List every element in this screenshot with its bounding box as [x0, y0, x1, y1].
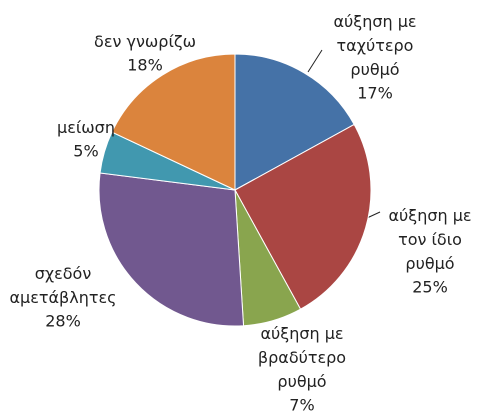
pie-slice [234, 123, 372, 310]
data-label: αύξηση με τον ίδιο ρυθμό 25% [388, 206, 471, 297]
value-label: 28% [45, 312, 81, 331]
value-label: 18% [127, 56, 163, 75]
data-label: δεν γνωρίζω 18% [94, 32, 196, 75]
pie-slice [111, 53, 236, 191]
value-label: 17% [357, 84, 393, 103]
pie-slice [98, 172, 245, 327]
leader-line [366, 211, 381, 219]
pie-slice [234, 53, 355, 191]
leader-line [307, 49, 323, 73]
data-label: μείωση 5% [57, 118, 115, 161]
category-label: αύξηση με ταχύτερο ρυθμό [333, 12, 416, 79]
category-label: μείωση [57, 118, 115, 137]
value-label: 5% [73, 142, 98, 161]
value-label: 7% [289, 396, 314, 415]
data-label: αύξηση με ταχύτερο ρυθμό 17% [333, 12, 416, 103]
category-label: σχεδόν αμετάβλητες [9, 264, 116, 307]
category-label: αύξηση με βραδύτερο ρυθμό [258, 324, 346, 391]
data-label: σχεδόν αμετάβλητες 28% [9, 264, 116, 331]
category-label: δεν γνωρίζω [94, 32, 196, 51]
value-label: 25% [412, 278, 448, 297]
data-label: αύξηση με βραδύτερο ρυθμό 7% [258, 324, 346, 415]
category-label: αύξηση με τον ίδιο ρυθμό [388, 206, 471, 273]
